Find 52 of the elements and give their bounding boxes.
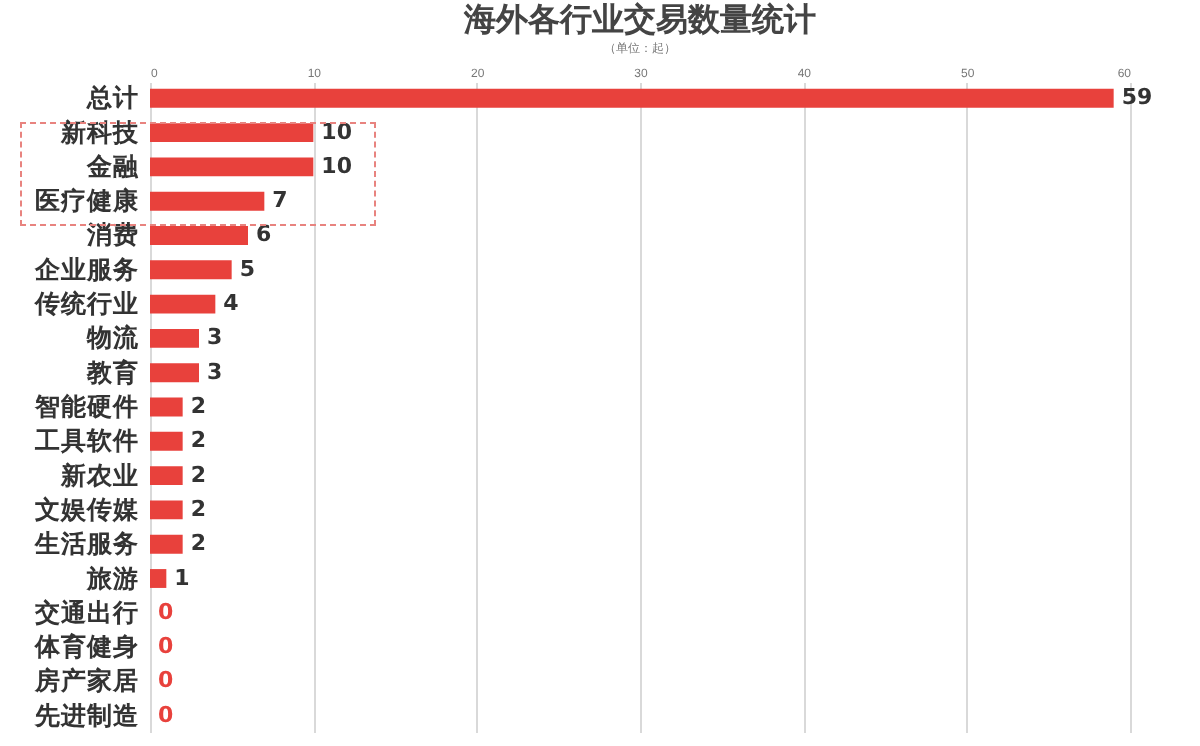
y-tick-label: 文娱传媒 bbox=[33, 493, 141, 524]
bar bbox=[150, 466, 183, 486]
data-label: 2 bbox=[190, 495, 206, 522]
data-label: 0 bbox=[158, 667, 174, 694]
bar bbox=[150, 500, 183, 520]
y-tick-label: 生活服务 bbox=[33, 528, 139, 559]
y-tick-label: 企业服务 bbox=[33, 253, 139, 284]
data-label: 10 bbox=[321, 152, 353, 179]
y-tick-label: 新农业 bbox=[59, 459, 139, 490]
bar bbox=[150, 191, 265, 211]
data-label: 5 bbox=[239, 255, 255, 282]
data-label: 7 bbox=[272, 187, 288, 214]
data-label: 2 bbox=[190, 393, 206, 419]
bar bbox=[150, 328, 199, 348]
data-label: 59 bbox=[1121, 84, 1153, 111]
data-label: 2 bbox=[190, 427, 206, 454]
data-label: 6 bbox=[256, 221, 272, 248]
y-tick-label: 传统行业 bbox=[33, 288, 139, 319]
y-tick-label: 医疗健康 bbox=[35, 185, 141, 216]
data-label: 3 bbox=[207, 358, 223, 385]
data-label: 2 bbox=[190, 461, 206, 488]
data-label: 0 bbox=[158, 633, 174, 660]
y-tick-label: 体育健身 bbox=[33, 631, 139, 662]
bar bbox=[150, 88, 1114, 108]
bar bbox=[150, 431, 183, 451]
bar bbox=[150, 123, 314, 143]
bar bbox=[150, 157, 314, 177]
y-tick-label: 工具软件 bbox=[33, 425, 139, 456]
data-label: 0 bbox=[158, 598, 174, 625]
y-tick-label: 物流 bbox=[85, 322, 141, 353]
data-label: 3 bbox=[207, 324, 223, 351]
chart-title: 海外各行业交易数量统计 bbox=[462, 0, 816, 38]
bar bbox=[150, 397, 183, 417]
data-label: 0 bbox=[158, 701, 174, 728]
y-tick-label: 先进制造 bbox=[33, 699, 139, 730]
data-label: 10 bbox=[321, 118, 353, 145]
y-tick-label: 智能硬件 bbox=[33, 391, 139, 421]
y-tick-label: 交通出行 bbox=[33, 596, 139, 627]
y-tick-label: 旅游 bbox=[85, 562, 139, 593]
data-label: 2 bbox=[190, 530, 206, 557]
bar bbox=[150, 363, 199, 383]
bar bbox=[150, 260, 232, 280]
bar bbox=[150, 569, 167, 588]
y-tick-label: 总计 bbox=[85, 82, 139, 113]
bar bbox=[150, 294, 216, 314]
bar bbox=[150, 226, 248, 245]
y-tick-label: 房产家居 bbox=[33, 665, 139, 696]
y-tick-label: 教育 bbox=[85, 356, 139, 387]
data-label: 4 bbox=[223, 290, 240, 317]
bar bbox=[150, 534, 183, 554]
data-label: 1 bbox=[174, 564, 190, 591]
y-tick-label: 金融 bbox=[85, 150, 141, 181]
